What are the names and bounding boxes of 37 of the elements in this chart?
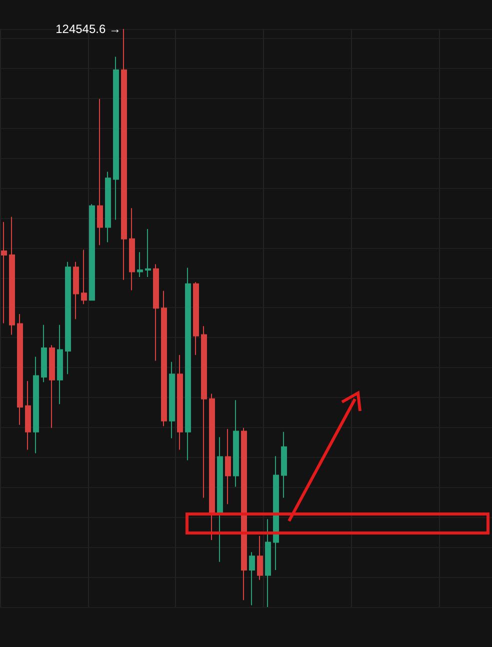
annotation: 124545.6 → [56, 22, 121, 36]
candlestick [273, 456, 279, 571]
candlestick [41, 324, 47, 383]
candlestick [249, 552, 255, 606]
candlestick [177, 354, 183, 450]
candlestick [17, 313, 23, 426]
candlestick [57, 324, 63, 405]
candlestick [89, 204, 95, 301]
candlestick [97, 98, 103, 246]
candlestick [137, 252, 143, 278]
candlestick [49, 344, 55, 428]
candlestick [185, 267, 191, 461]
candlestick [193, 282, 199, 356]
candlestick [217, 436, 223, 562]
candlestick [73, 261, 79, 320]
candlestick [265, 518, 271, 608]
candlestick [281, 431, 287, 498]
candlestick [241, 427, 247, 601]
candlestick [81, 249, 87, 305]
candlestick [233, 400, 239, 488]
candlestick [209, 393, 215, 540]
candlestick [25, 380, 31, 450]
candlestick [225, 428, 231, 505]
candlestick [121, 28, 127, 280]
candlestick [9, 216, 15, 336]
candlestick [129, 208, 135, 291]
candlestick [161, 290, 167, 427]
candlestick [105, 171, 111, 243]
candlestick [65, 261, 71, 375]
candlestick [169, 361, 175, 439]
candlestick [201, 326, 207, 498]
candlestick [33, 356, 39, 454]
candlestick [113, 56, 119, 220]
candlestick [257, 535, 263, 580]
candlestick [145, 228, 151, 278]
candlestick [153, 264, 159, 362]
candlestick [1, 222, 7, 324]
